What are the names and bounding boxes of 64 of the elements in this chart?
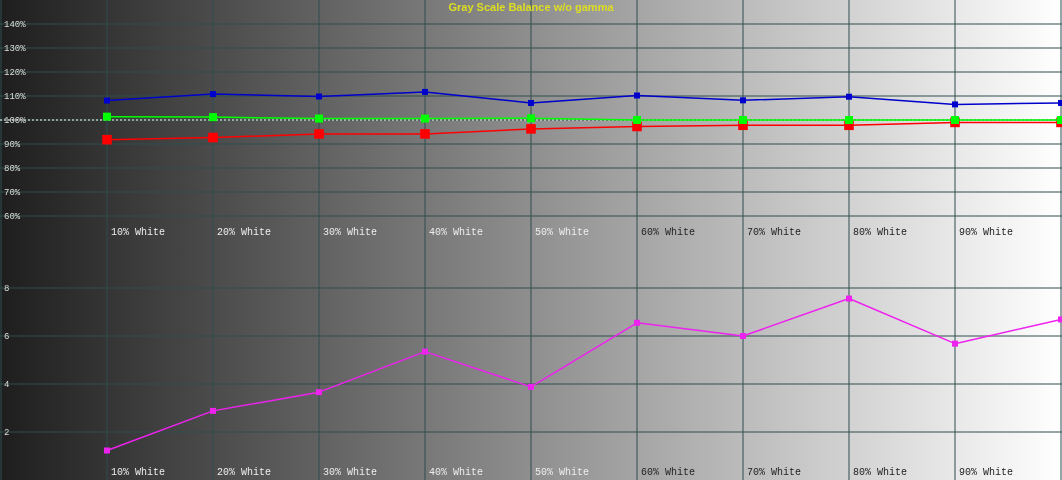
point xyxy=(739,116,747,124)
y-tick-label: 100% xyxy=(4,116,27,127)
x-tick-label: 60% White xyxy=(641,227,696,238)
y-tick-label: 6 xyxy=(4,332,10,343)
x-tick-label: 30% White xyxy=(323,227,378,238)
point xyxy=(634,92,640,99)
x-tick-label: 70% White xyxy=(747,227,802,238)
x-tick-label: 20% White xyxy=(217,467,272,478)
x-tick-label: 80% White xyxy=(853,227,908,238)
point xyxy=(104,447,110,454)
x-tick-label: 10% White xyxy=(111,467,166,478)
point xyxy=(316,389,322,396)
chart-title: Gray Scale Balance w/o gamma xyxy=(448,1,615,13)
point xyxy=(951,116,959,124)
y-tick-label: 120% xyxy=(4,68,27,79)
x-tick-label: 10% White xyxy=(111,227,166,238)
point xyxy=(740,97,746,104)
point xyxy=(210,91,216,98)
y-tick-label: 4 xyxy=(4,380,10,391)
x-tick-label: 50% White xyxy=(535,467,590,478)
y-tick-label: 140% xyxy=(4,20,27,31)
y-tick-label: 80% xyxy=(4,164,21,175)
y-tick-label: 8 xyxy=(4,284,10,295)
y-tick-label: 60% xyxy=(4,212,21,223)
y-tick-label: 70% xyxy=(4,188,21,199)
point xyxy=(103,112,111,121)
point xyxy=(952,101,958,108)
point xyxy=(633,116,641,124)
y-tick-label: 110% xyxy=(4,92,27,103)
point xyxy=(208,132,218,143)
x-tick-label: 70% White xyxy=(747,467,802,478)
y-tick-label: 2 xyxy=(4,428,10,439)
point xyxy=(102,134,112,145)
x-tick-label: 50% White xyxy=(535,227,590,238)
x-tick-label: 40% White xyxy=(429,227,484,238)
x-tick-label: 40% White xyxy=(429,467,484,478)
point xyxy=(528,99,534,106)
point xyxy=(526,124,536,134)
point xyxy=(846,295,852,302)
point xyxy=(209,113,217,122)
x-tick-label: 80% White xyxy=(853,467,908,478)
point xyxy=(420,129,430,139)
x-tick-label: 60% White xyxy=(641,467,696,478)
x-tick-label: 30% White xyxy=(323,467,378,478)
point xyxy=(316,93,322,100)
x-tick-label: 90% White xyxy=(959,227,1014,238)
point xyxy=(422,348,428,355)
point xyxy=(314,129,324,139)
y-tick-label: 130% xyxy=(4,44,27,55)
x-tick-label: 90% White xyxy=(959,467,1014,478)
point xyxy=(422,88,428,95)
point xyxy=(421,114,429,123)
x-tick-label: 20% White xyxy=(217,227,272,238)
point xyxy=(846,93,852,100)
point xyxy=(528,383,534,390)
point xyxy=(527,114,535,123)
point xyxy=(315,114,323,123)
point xyxy=(210,407,216,414)
point xyxy=(740,333,746,339)
point xyxy=(104,97,110,104)
point xyxy=(845,116,853,124)
y-tick-label: 90% xyxy=(4,140,21,151)
point xyxy=(634,319,640,326)
point xyxy=(952,340,958,347)
